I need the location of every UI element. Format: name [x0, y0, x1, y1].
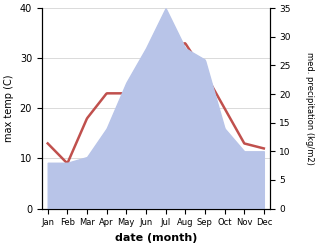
X-axis label: date (month): date (month) [114, 233, 197, 243]
Y-axis label: med. precipitation (kg/m2): med. precipitation (kg/m2) [305, 52, 314, 165]
Y-axis label: max temp (C): max temp (C) [4, 75, 14, 142]
